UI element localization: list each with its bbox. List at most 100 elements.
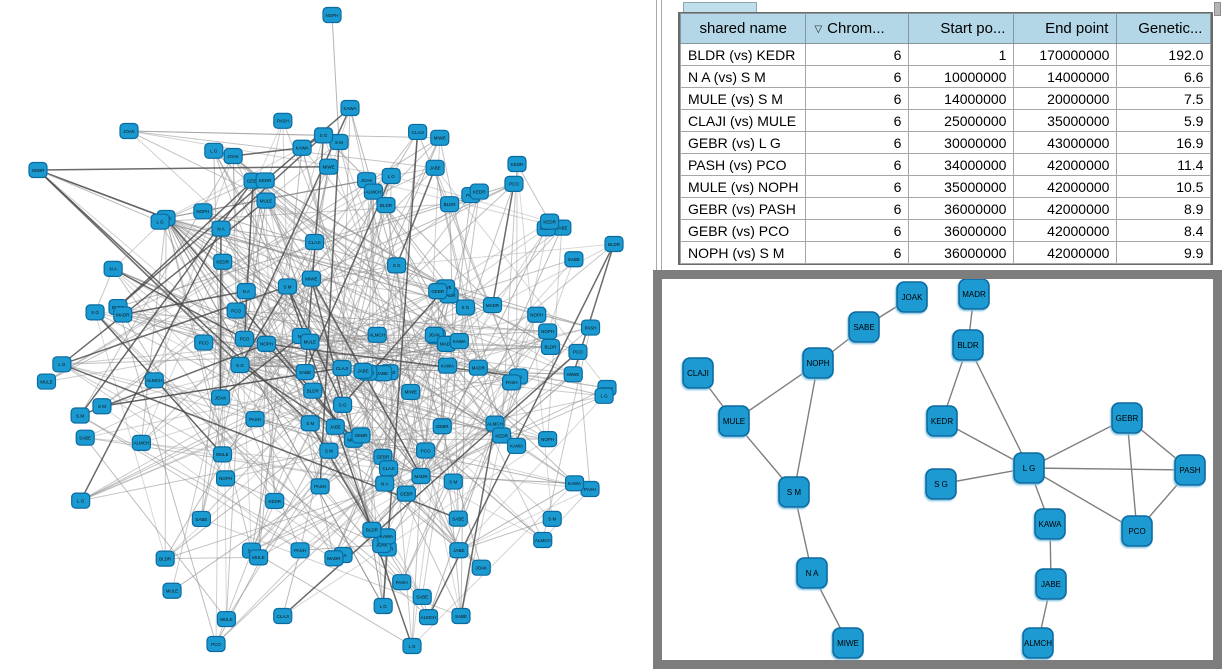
network-node[interactable]: S G	[230, 356, 250, 374]
node-shape[interactable]	[191, 510, 211, 528]
network-node[interactable]: L G	[150, 213, 170, 230]
node-shape[interactable]	[718, 405, 750, 437]
node-shape[interactable]	[1121, 515, 1153, 547]
node-shape[interactable]	[300, 415, 320, 432]
node-shape[interactable]	[273, 607, 293, 625]
node-shape[interactable]	[564, 251, 584, 268]
node-shape[interactable]	[211, 220, 231, 237]
network-node[interactable]: KEDR	[469, 183, 489, 200]
node-shape[interactable]	[71, 492, 91, 509]
node-shape[interactable]	[449, 332, 469, 350]
network-node[interactable]: GEBR	[351, 427, 371, 444]
network-node[interactable]: S M	[70, 407, 90, 424]
network-node[interactable]: MULE	[36, 373, 57, 390]
network-node[interactable]: PASH	[290, 542, 310, 559]
network-node[interactable]: L G	[373, 597, 393, 615]
network-node[interactable]: L G	[381, 167, 401, 185]
network-node[interactable]: PASH	[310, 478, 330, 495]
node-shape[interactable]	[538, 323, 558, 340]
node-shape[interactable]	[234, 330, 255, 347]
network-node[interactable]: CLAJI	[304, 233, 325, 251]
table-row[interactable]: MULE (vs) NOPH 6 35000000 42000000 10.5	[679, 175, 1212, 198]
node-shape[interactable]	[1022, 627, 1054, 659]
network-node[interactable]: SABE	[451, 607, 471, 625]
node-shape[interactable]	[92, 398, 112, 415]
network-node[interactable]: S M	[443, 473, 463, 490]
node-shape[interactable]	[226, 302, 246, 319]
node-shape[interactable]	[778, 476, 810, 508]
network-node[interactable]: ALMCH	[131, 434, 152, 452]
network-node[interactable]: ALMCH	[533, 531, 553, 549]
network-node[interactable]: S G	[332, 396, 353, 414]
node-shape[interactable]	[448, 510, 468, 527]
network-node[interactable]: KAWA	[437, 357, 458, 374]
subnetwork-node-miwe[interactable]: MIWE	[832, 627, 864, 659]
node-shape[interactable]	[70, 407, 90, 424]
node-shape[interactable]	[245, 410, 265, 428]
column-header-end-point[interactable]: End point	[1013, 13, 1118, 44]
network-node[interactable]: BLDR	[362, 521, 382, 538]
node-shape[interactable]	[256, 335, 277, 352]
network-node[interactable]: S M	[542, 510, 562, 527]
network-node[interactable]: BLDR	[155, 550, 175, 567]
network-node[interactable]: SABE	[412, 588, 432, 606]
network-node[interactable]: PCO	[194, 334, 214, 351]
network-node[interactable]: MULE	[256, 192, 276, 209]
network-node[interactable]: BLDR	[604, 235, 624, 253]
subnetwork-node-mule[interactable]: MULE	[718, 405, 750, 437]
node-shape[interactable]	[155, 550, 175, 567]
node-shape[interactable]	[332, 359, 352, 377]
network-node[interactable]: ALMCH	[418, 608, 439, 626]
node-shape[interactable]	[273, 112, 293, 129]
node-shape[interactable]	[362, 521, 382, 538]
node-shape[interactable]	[363, 183, 384, 200]
node-shape[interactable]	[401, 383, 421, 401]
node-shape[interactable]	[416, 442, 436, 459]
node-shape[interactable]	[604, 235, 624, 253]
table-row[interactable]: CLAJI (vs) MULE 6 25000000 35000000 5.9	[679, 109, 1212, 132]
network-node[interactable]: PASH	[580, 480, 600, 498]
column-header-chrom-[interactable]: ▽ Chrom...	[805, 13, 910, 44]
table-row[interactable]: MULE (vs) S M 6 14000000 20000000 7.5	[679, 87, 1212, 110]
node-shape[interactable]	[206, 635, 226, 653]
node-shape[interactable]	[958, 279, 990, 310]
subnetwork-node-sabe[interactable]: SABE	[848, 311, 880, 343]
node-shape[interactable]	[1013, 452, 1045, 484]
node-shape[interactable]	[313, 127, 334, 144]
node-shape[interactable]	[682, 357, 714, 389]
network-node[interactable]: N A	[211, 220, 231, 237]
node-shape[interactable]	[28, 161, 48, 179]
network-node[interactable]: MADR	[482, 296, 503, 314]
node-shape[interactable]	[52, 356, 72, 373]
subnetwork-node-n-a[interactable]: N A	[796, 557, 828, 589]
network-node[interactable]: BLDR	[440, 196, 460, 213]
network-node[interactable]: SABE	[564, 251, 584, 268]
network-node[interactable]: L G	[594, 387, 614, 404]
subnetwork-node-pash[interactable]: PASH	[1174, 454, 1206, 486]
network-node[interactable]: KEDR	[540, 213, 560, 230]
network-node[interactable]: MIWE	[401, 383, 421, 401]
subnetwork-node-s-g[interactable]: S G	[925, 468, 957, 500]
network-node[interactable]: NOPH	[193, 203, 213, 220]
subnetwork-node-madr[interactable]: MADR	[958, 279, 990, 310]
network-node[interactable]: PCO	[416, 442, 436, 459]
network-node[interactable]: PASH	[245, 410, 265, 428]
node-shape[interactable]	[351, 427, 371, 444]
node-shape[interactable]	[248, 549, 269, 566]
network-node[interactable]: S M	[300, 415, 320, 432]
network-node[interactable]: BLDR	[303, 382, 323, 399]
node-shape[interactable]	[367, 326, 387, 343]
node-shape[interactable]	[290, 542, 310, 559]
network-node[interactable]: CLAJI	[408, 123, 428, 141]
node-shape[interactable]	[437, 357, 458, 374]
network-node[interactable]: N A	[375, 475, 395, 492]
node-shape[interactable]	[408, 123, 428, 141]
network-node[interactable]: N A	[236, 283, 256, 300]
network-node[interactable]: SABE	[191, 510, 211, 528]
node-shape[interactable]	[265, 492, 285, 510]
column-header-shared-name[interactable]: shared name	[679, 13, 807, 44]
node-shape[interactable]	[471, 559, 491, 576]
network-node[interactable]: JABE	[372, 365, 393, 382]
subnetwork-node-kedr[interactable]: KEDR	[926, 405, 958, 437]
